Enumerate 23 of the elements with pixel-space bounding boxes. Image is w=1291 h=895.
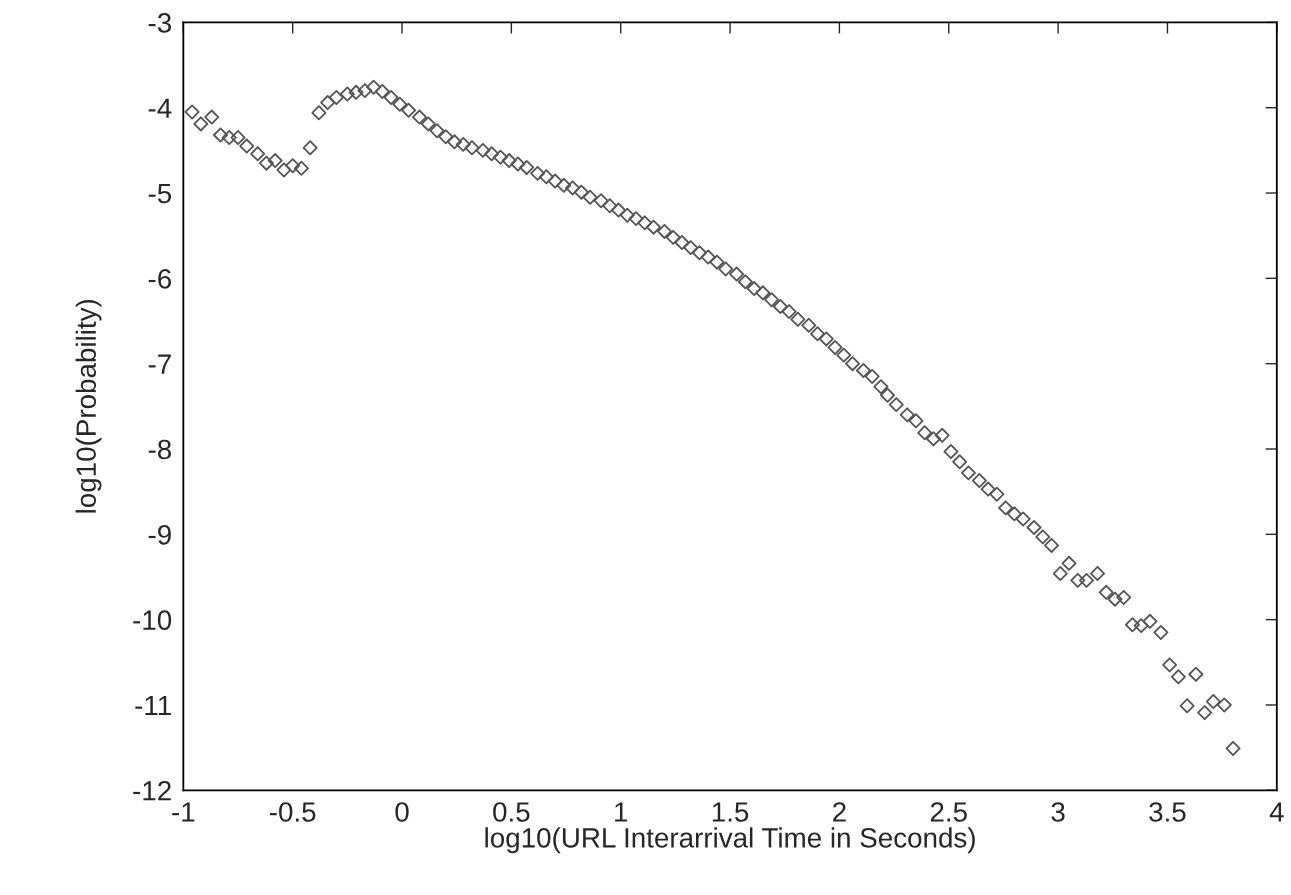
y-tick-label: -12 [133, 780, 171, 801]
x-tick-label: 3 [1051, 802, 1065, 822]
y-tick-label: -8 [148, 439, 172, 460]
x-tick-label: 2.5 [930, 802, 967, 822]
y-tick-label: -3 [148, 13, 171, 33]
x-tick-label: -1 [172, 802, 195, 822]
x-tick-label: 3.5 [1149, 802, 1186, 822]
y-tick-label: -9 [148, 524, 171, 545]
y-tick-label: -7 [148, 354, 171, 374]
x-axis-title: log10(URL Interarrival Time in Seconds) [485, 827, 975, 854]
x-tick-label: 1.5 [712, 802, 749, 822]
y-tick-label: -11 [135, 695, 171, 716]
x-tick-label: 1 [615, 802, 628, 822]
x-tick-label: 0.5 [493, 802, 530, 822]
y-tick-label: -4 [148, 98, 172, 118]
y-tick-label: -6 [148, 269, 171, 289]
x-tick-label: 0 [395, 802, 409, 822]
x-tick-label: 2 [833, 802, 846, 822]
x-tick-label: -0.5 [269, 802, 316, 822]
x-tick-label: 4 [1269, 802, 1284, 822]
y-tick-label: -10 [133, 610, 172, 630]
y-axis-title: log10(Probability) [75, 299, 102, 513]
y-tick-label: -5 [148, 183, 172, 204]
